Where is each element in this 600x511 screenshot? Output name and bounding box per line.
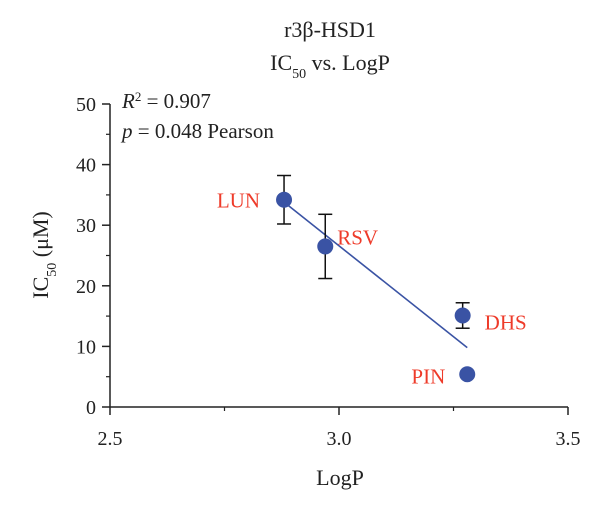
p-value: = 0.048 Pearson xyxy=(133,119,275,143)
point-label-rsv: RSV xyxy=(337,225,378,249)
x-tick-label: 3.0 xyxy=(327,428,352,450)
data-point-lun xyxy=(276,191,293,208)
x-tick-label: 2.5 xyxy=(98,428,123,450)
chart-subtitle: IC50 vs. LogP xyxy=(270,50,390,82)
chart-title-group: r3β-HSD1 IC50 vs. LogP xyxy=(270,17,390,82)
p-value-annotation: p = 0.048 Pearson xyxy=(120,119,274,143)
stats-annotation: R2 = 0.907 p = 0.048 Pearson xyxy=(120,89,274,144)
y-tick-label: 40 xyxy=(76,155,96,177)
point-label-lun: LUN xyxy=(217,189,260,213)
x-axis-label: LogP xyxy=(316,465,364,490)
r-squared-value: = 0.907 xyxy=(141,89,211,113)
data-points xyxy=(276,191,476,383)
axes: 0 10 20 30 40 50 2.5 3.0 3.5 xyxy=(76,94,581,450)
chart-title: r3β-HSD1 xyxy=(284,17,376,42)
error-bars xyxy=(277,174,470,329)
y-tick-label: 50 xyxy=(76,94,96,116)
y-axis-title: IC50 (μM) xyxy=(28,211,60,299)
fit-line xyxy=(283,201,468,349)
svg-text:IC50 (μM): IC50 (μM) xyxy=(28,211,60,299)
x-tick-label: 3.5 xyxy=(556,428,581,450)
y-tick-label: 20 xyxy=(76,276,96,298)
r-squared-label: R xyxy=(121,89,135,113)
r-squared-sup: 2 xyxy=(135,89,142,104)
chart-subtitle-sub: 50 xyxy=(292,67,306,82)
fit-line-group xyxy=(283,201,468,349)
chart-subtitle-main: IC xyxy=(270,50,292,75)
p-label: p xyxy=(120,119,133,143)
y-axis-label-sub: 50 xyxy=(45,263,60,277)
chart-subtitle-rest: vs. LogP xyxy=(306,50,390,75)
point-label-dhs: DHS xyxy=(485,310,527,334)
data-point-rsv xyxy=(317,238,334,255)
y-axis-label-main: IC xyxy=(28,277,53,299)
point-labels: LUN RSV DHS PIN xyxy=(217,189,527,389)
y-tick-label: 0 xyxy=(86,397,96,419)
y-tick-label: 10 xyxy=(76,336,96,358)
r-squared-annotation: R2 = 0.907 xyxy=(121,89,211,114)
data-point-pin xyxy=(459,366,476,383)
y-tick-label: 30 xyxy=(76,215,96,237)
y-axis-label-rest: (μM) xyxy=(28,211,53,263)
data-point-dhs xyxy=(454,307,471,324)
point-label-pin: PIN xyxy=(411,364,445,388)
